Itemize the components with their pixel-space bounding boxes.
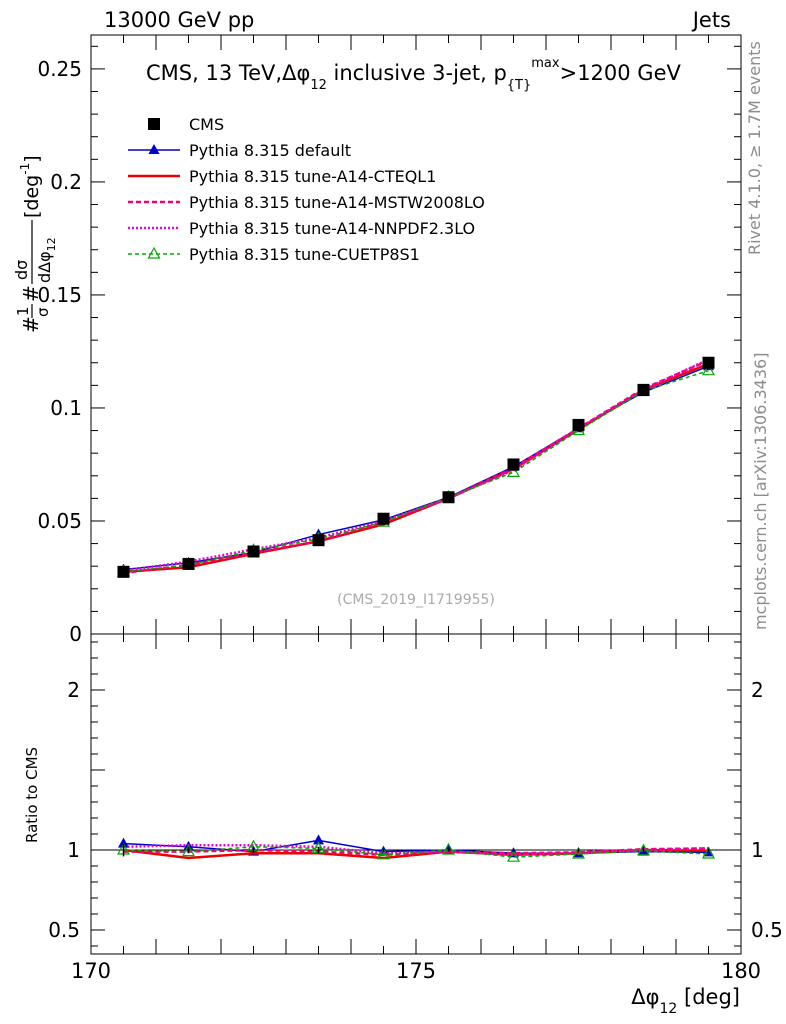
ratio-tick-label-right: 2	[751, 678, 764, 702]
point-pythia-8-315-tune-cuetp8s1	[506, 465, 521, 477]
y-tick-label: 0.1	[50, 396, 82, 420]
chart-title: CMS, 13 TeV,Δφ12 inclusive 3-jet, p{T}ma…	[146, 56, 682, 93]
legend-marker-cms	[148, 118, 160, 130]
mcplots-label: mcplots.cern.ch [arXiv:1306.3436]	[751, 353, 770, 630]
point-cms	[312, 534, 325, 547]
legend: CMS Pythia 8.315 default Pythia 8.315 tune…	[128, 115, 485, 264]
legend-label-pythia-8-315-tune-a14-mstw2008lo: Pythia 8.315 tune-A14-MSTW2008LO	[189, 193, 485, 212]
header-jets-label: Jets	[691, 8, 731, 32]
x-tick-label: 170	[71, 959, 111, 983]
ratio-tick-label-right: 0.5	[751, 918, 783, 942]
legend-label-pythia-8-315-tune-a14-cteql1: Pythia 8.315 tune-A14-CTEQL1	[189, 167, 436, 186]
point-cms	[507, 458, 520, 471]
ratio-tick-label-left: 0.5	[48, 918, 80, 942]
point-cms	[247, 545, 260, 558]
series-line-pythia-8-315-tune-a14-mstw2008lo	[123, 359, 709, 575]
svg-text:1: 1	[14, 306, 32, 316]
series-line-pythia-8-315-tune-a14-cteql1	[123, 362, 709, 574]
ratio-line-pythia-8-315-tune-a14-nnpdf2-3lo	[123, 843, 709, 857]
main-y-axis-label: # 1 σ # dσ dΔφ12 [deg-1]	[12, 155, 58, 333]
ratio-y-axis-ticks: 0.5 0.5 1 1 2 2	[48, 641, 783, 947]
point-pythia-8-315-tune-cuetp8s1	[701, 363, 716, 376]
legend-label-pythia-8-315-default: Pythia 8.315 default	[189, 141, 351, 160]
point-cms	[182, 557, 195, 570]
y-tick-label: 0	[69, 622, 82, 646]
ratio-point-pythia-8-315-tune-cuetp8s1	[506, 849, 521, 862]
x-tick-label: 180	[721, 959, 761, 983]
ratio-tick-label-left: 1	[67, 838, 80, 862]
series-line-pythia-8-315-tune-a14-nnpdf2-3lo	[123, 358, 710, 572]
ratio-tick-label-left: 2	[67, 678, 80, 702]
svg-text:dΔφ12: dΔφ12	[35, 237, 58, 283]
ratio-point-pythia-8-315-tune-cuetp8s1	[441, 842, 456, 855]
y-tick-label: 0.15	[37, 283, 82, 307]
series-line-pythia-8-315-default	[123, 365, 709, 571]
ratio-y-axis-label: Ratio to CMS	[23, 747, 41, 843]
point-cms	[572, 418, 585, 431]
ratio-point-pythia-8-315-default	[313, 834, 324, 845]
svg-text:σ: σ	[34, 307, 52, 317]
legend-marker-pythia-8-315-default	[148, 144, 160, 154]
ratio-series-layer	[116, 834, 716, 862]
x-tick-label: 175	[396, 959, 436, 983]
svg-text:dσ: dσ	[12, 260, 31, 280]
point-cms	[377, 512, 390, 525]
ratio-point-pythia-8-315-tune-cuetp8s1	[636, 843, 651, 856]
x-axis-label: Δφ12 [deg]	[631, 985, 740, 1017]
analysis-id-label: (CMS_2019_I1719955)	[337, 592, 495, 608]
legend-label-pythia-8-315-tune-a14-nnpdf2-3lo: Pythia 8.315 tune-A14-NNPDF2.3LO	[189, 219, 475, 238]
header-energy-label: 13000 GeV pp	[104, 8, 254, 32]
rivet-version-label: Rivet 4.1.0, ≥ 1.7M events	[745, 41, 764, 255]
y-tick-label: 0.05	[37, 509, 82, 533]
point-cms	[117, 565, 130, 578]
legend-marker-pythia-8-315-tune-cuetp8s1	[147, 246, 161, 259]
x-axis-ticks: 170 175 180	[71, 35, 761, 983]
series-line-pythia-8-315-tune-cuetp8s1	[123, 369, 709, 573]
legend-label-pythia-8-315-tune-cuetp8s1: Pythia 8.315 tune-CUETP8S1	[189, 245, 420, 264]
svg-text:#: #	[19, 316, 43, 333]
point-cms	[702, 356, 715, 369]
point-cms	[637, 383, 650, 396]
svg-text:[deg-1]: [deg-1]	[18, 155, 43, 218]
y-tick-label: 0.25	[37, 57, 82, 81]
point-cms	[442, 491, 455, 504]
legend-label-cms: CMS	[189, 115, 224, 134]
ratio-tick-label-right: 1	[751, 838, 764, 862]
main-series-layer	[116, 356, 716, 578]
ratio-point-pythia-8-315-tune-cuetp8s1	[571, 846, 586, 859]
svg-text:#: #	[19, 285, 43, 302]
main-y-axis-ticks: 0 0.05 0.1 0.15 0.2 0.25	[37, 45, 741, 646]
ratio-point-pythia-8-315-default	[118, 837, 129, 848]
ratio-point-pythia-8-315-tune-cuetp8s1	[376, 847, 391, 860]
y-tick-label: 0.2	[50, 170, 82, 194]
ratio-plot-frame	[90, 633, 742, 955]
ratio-point-pythia-8-315-tune-cuetp8s1	[701, 846, 716, 859]
ratio-point-pythia-8-315-tune-cuetp8s1	[181, 844, 196, 857]
